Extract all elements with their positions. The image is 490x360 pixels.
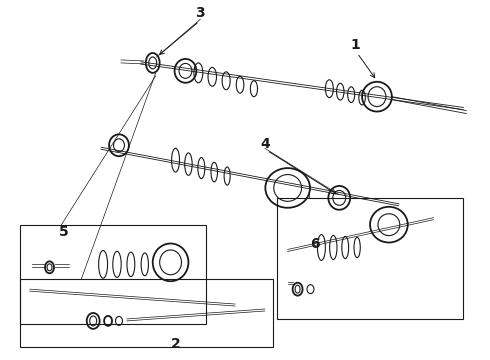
- Bar: [20, 279, 273, 347]
- Text: 6: 6: [310, 238, 319, 252]
- Bar: [20, 225, 206, 324]
- Text: 3: 3: [196, 6, 205, 20]
- Text: 5: 5: [58, 225, 68, 239]
- Text: 2: 2: [171, 337, 180, 351]
- Text: 1: 1: [350, 38, 360, 52]
- Text: 4: 4: [260, 137, 270, 151]
- Bar: [277, 198, 464, 319]
